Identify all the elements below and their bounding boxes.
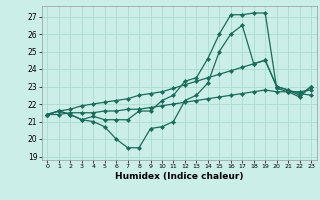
X-axis label: Humidex (Indice chaleur): Humidex (Indice chaleur) [115, 172, 244, 181]
